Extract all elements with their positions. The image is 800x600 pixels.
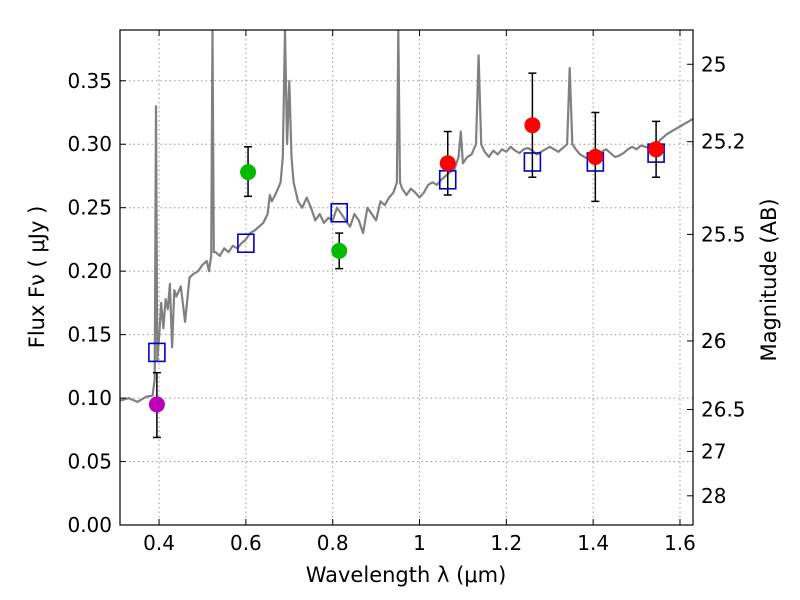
y-axis-title: Flux Fν ( μJy ): [25, 206, 49, 349]
observed-point: [587, 148, 604, 165]
y-tick-label: 0.15: [67, 323, 112, 347]
model-box-marker: [148, 342, 166, 363]
y-tick-label: 0.25: [67, 196, 112, 220]
y-tick-label: 0.35: [67, 69, 112, 93]
plot-frame: [119, 29, 694, 526]
y-tick-label: 0.10: [67, 386, 112, 410]
grid: [120, 30, 693, 525]
observed-point: [148, 396, 165, 413]
model-box-marker: [237, 233, 255, 254]
observed-point: [648, 141, 665, 158]
x-tick-label: 1.4: [577, 531, 609, 555]
y-tick-label: 0.05: [67, 450, 112, 474]
observed-point: [331, 242, 348, 259]
y-tick-label: 0.30: [67, 132, 112, 156]
mag-tick-label: 25.5: [701, 222, 746, 246]
model-box-marker: [330, 202, 349, 223]
right-axis-title: Magnitude (AB): [757, 198, 781, 361]
mag-tick-label: 27: [701, 439, 726, 463]
plot-area: [120, 30, 693, 439]
x-tick-label: 0.4: [143, 531, 175, 555]
x-axis-title: Wavelength λ (μm): [306, 563, 507, 587]
x-tick-label: 0.6: [230, 531, 262, 555]
axis-ticks: 0.4 0.6 0.8 1 1.2 1.4 1.6 0.00 0.05 0.10 0.15 0.20 0…: [67, 30, 746, 555]
mag-tick-label: 25: [701, 52, 726, 76]
x-tick-label: 1.6: [664, 531, 696, 555]
y-tick-label: 0.00: [67, 513, 112, 537]
x-tick-label: 0.8: [317, 531, 349, 555]
observed-point: [439, 155, 456, 172]
y-tick-label: 0.20: [67, 259, 112, 283]
mag-tick-label: 26.5: [701, 398, 746, 422]
mag-tick-label: 25.2: [701, 130, 746, 154]
mag-tick-label: 28: [701, 484, 726, 508]
mag-tick-label: 26: [701, 329, 726, 353]
observed-point: [524, 117, 541, 134]
x-tick-label: 1: [413, 531, 426, 555]
observed-point: [240, 164, 257, 181]
x-tick-label: 1.2: [490, 531, 522, 555]
